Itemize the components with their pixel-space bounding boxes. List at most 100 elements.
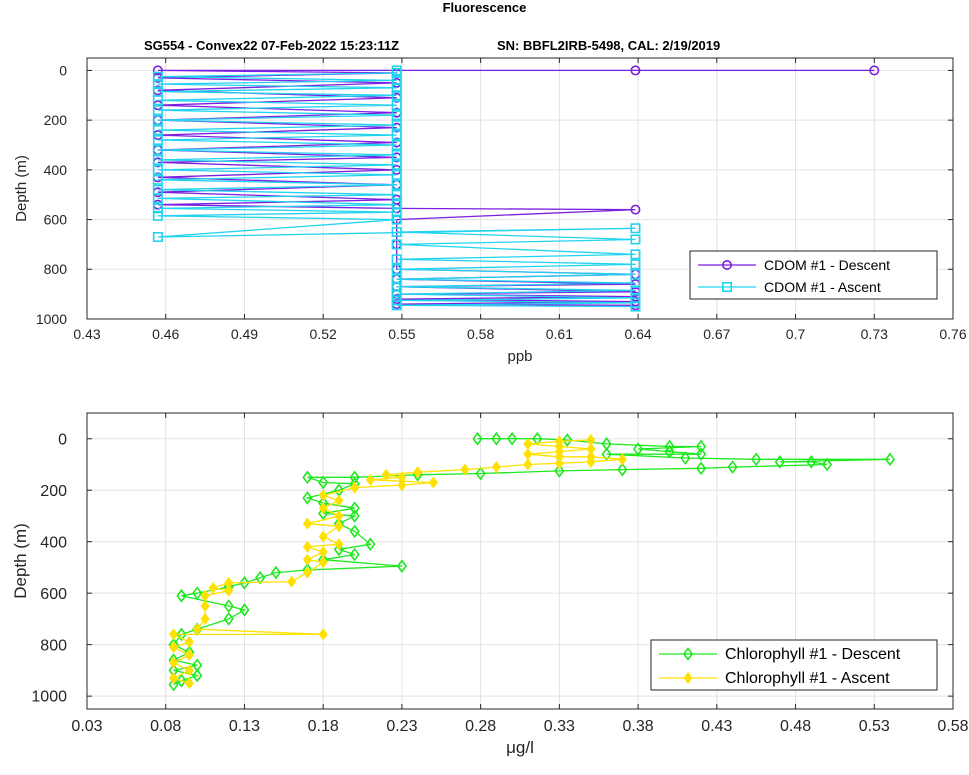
series-group xyxy=(168,431,896,692)
data-point xyxy=(176,627,187,642)
data-point xyxy=(169,628,179,641)
data-point xyxy=(365,537,376,552)
legend-entry: Chlorophyll #1 - Descent xyxy=(725,646,901,663)
data-point xyxy=(630,234,641,245)
legend-entry: CDOM #1 - Descent xyxy=(764,257,890,273)
data-point xyxy=(152,231,163,242)
data-point xyxy=(391,199,402,210)
x-tick-label: 0.53 xyxy=(859,718,890,735)
data-point xyxy=(664,444,675,459)
data-point xyxy=(695,439,707,454)
y-tick-label: 200 xyxy=(40,483,67,500)
data-point xyxy=(287,575,297,588)
data-point xyxy=(397,471,407,484)
data-point xyxy=(554,464,565,478)
x-tick-label: 0.43 xyxy=(73,326,100,342)
data-point xyxy=(152,154,163,165)
y-axis-label: Depth (m) xyxy=(11,523,30,599)
legend-swatch-marker xyxy=(721,259,732,270)
data-point xyxy=(208,581,218,595)
data-point xyxy=(391,274,402,285)
data-point xyxy=(334,520,344,533)
data-point xyxy=(302,566,312,579)
data-point xyxy=(349,547,360,562)
data-point xyxy=(491,461,501,474)
data-point xyxy=(334,494,344,507)
data-point xyxy=(695,447,707,462)
x-tick-label: 0.58 xyxy=(467,326,494,342)
x-tick-label: 0.23 xyxy=(386,718,417,735)
x-tick-label: 0.18 xyxy=(308,718,339,735)
data-point xyxy=(396,559,408,573)
figure-title: Fluorescence xyxy=(442,0,527,15)
data-point xyxy=(391,65,402,76)
legend-entry: Chlorophyll #1 - Ascent xyxy=(725,670,890,687)
data-point xyxy=(413,466,423,479)
data-point xyxy=(200,600,210,613)
data-point xyxy=(152,203,163,214)
data-point xyxy=(169,672,179,685)
data-point xyxy=(774,455,785,469)
data-point xyxy=(152,86,163,97)
data-point xyxy=(302,540,312,553)
data-point xyxy=(391,90,402,101)
data-point xyxy=(821,457,833,472)
x-tick-label: 0.03 xyxy=(71,718,102,735)
data-point xyxy=(391,159,402,170)
data-point xyxy=(152,115,163,126)
x-axis-label: μg/l xyxy=(506,738,534,757)
data-point xyxy=(391,82,402,93)
data-point xyxy=(200,589,210,602)
data-point xyxy=(318,628,328,641)
data-point xyxy=(318,475,329,490)
data-point xyxy=(523,437,533,450)
data-point xyxy=(630,204,641,215)
data-point xyxy=(168,677,179,692)
data-point xyxy=(617,462,628,477)
series-group xyxy=(152,65,880,312)
data-point xyxy=(192,586,203,601)
data-point xyxy=(152,105,163,116)
data-point xyxy=(391,130,402,141)
x-tick-label: 0.28 xyxy=(465,718,496,735)
data-point xyxy=(806,455,817,469)
data-point xyxy=(318,556,328,569)
data-point xyxy=(523,458,533,471)
data-point xyxy=(391,189,402,200)
data-point xyxy=(617,453,627,466)
data-point xyxy=(472,431,483,446)
y-tick-label: 800 xyxy=(40,637,67,654)
data-point xyxy=(630,65,641,76)
y-tick-label: 800 xyxy=(44,261,68,277)
data-point xyxy=(586,433,596,447)
data-point xyxy=(334,538,344,551)
data-point xyxy=(630,285,641,296)
x-tick-label: 0.58 xyxy=(937,718,968,735)
data-point xyxy=(391,289,402,300)
x-tick-label: 0.67 xyxy=(703,326,730,342)
x-tick-label: 0.76 xyxy=(939,326,966,342)
data-point xyxy=(152,71,163,82)
x-tick-label: 0.55 xyxy=(388,326,415,342)
legend-swatch-marker xyxy=(683,671,693,685)
data-point xyxy=(391,120,402,131)
data-point xyxy=(152,164,163,175)
x-tick-label: 0.49 xyxy=(231,326,258,342)
data-point xyxy=(586,443,596,456)
data-point xyxy=(239,576,250,590)
data-point xyxy=(333,542,345,557)
data-point xyxy=(391,75,402,86)
data-point xyxy=(554,435,564,448)
series-line xyxy=(157,70,636,308)
data-point xyxy=(224,576,234,589)
data-point xyxy=(391,281,402,292)
data-point xyxy=(318,489,328,502)
x-tick-label: 0.08 xyxy=(150,718,181,735)
data-point xyxy=(601,447,612,462)
data-point xyxy=(302,553,312,566)
x-tick-label: 0.52 xyxy=(310,326,337,342)
x-tick-label: 0.43 xyxy=(701,718,732,735)
y-tick-label: 600 xyxy=(44,211,68,227)
data-point xyxy=(491,431,502,446)
